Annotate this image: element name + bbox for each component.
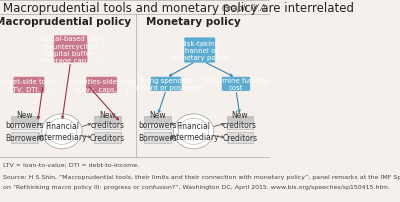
FancyBboxPatch shape	[227, 124, 253, 130]
Ellipse shape	[42, 114, 82, 149]
Text: New
creditors: New creditors	[90, 110, 124, 130]
Text: Borrowers: Borrowers	[5, 134, 44, 143]
Text: Creditors: Creditors	[90, 134, 125, 143]
FancyBboxPatch shape	[144, 133, 171, 144]
Ellipse shape	[174, 114, 214, 149]
Text: Risk-taking
channel of
monetary policy: Risk-taking channel of monetary policy	[171, 41, 228, 61]
FancyBboxPatch shape	[227, 133, 253, 144]
Text: LTV = loan-to-value; DTI = debt-to-income.: LTV = loan-to-value; DTI = debt-to-incom…	[3, 162, 139, 167]
Text: Graph IV.A: Graph IV.A	[222, 4, 266, 13]
Text: Creditors: Creditors	[222, 134, 258, 143]
FancyBboxPatch shape	[94, 124, 121, 130]
FancyBboxPatch shape	[222, 77, 250, 92]
Text: New
borrowers: New borrowers	[5, 110, 44, 130]
FancyBboxPatch shape	[227, 117, 253, 124]
Text: Macroprudential policy: Macroprudential policy	[0, 17, 131, 27]
FancyBboxPatch shape	[144, 124, 171, 130]
FancyBboxPatch shape	[150, 77, 182, 92]
FancyBboxPatch shape	[54, 36, 87, 63]
Text: Source: H S Shin, “Macroprudential tools, their limits and their connection with: Source: H S Shin, “Macroprudential tools…	[3, 174, 400, 179]
FancyBboxPatch shape	[94, 117, 121, 124]
Text: Asset-side tools
(LTV, DTI, ...): Asset-side tools (LTV, DTI, ...)	[2, 79, 56, 92]
Text: New
creditors: New creditors	[223, 110, 257, 130]
Text: Bring spending
forward or postpone: Bring spending forward or postpone	[131, 78, 202, 91]
FancyBboxPatch shape	[144, 117, 171, 124]
Text: Borrowers: Borrowers	[138, 134, 177, 143]
Text: Capital-based tools
(countercyclical
capital buffer,
leverage cap, ...): Capital-based tools (countercyclical cap…	[37, 36, 104, 64]
FancyBboxPatch shape	[94, 133, 121, 144]
Text: Financial
intermediary: Financial intermediary	[37, 122, 87, 142]
Text: New
borrowers: New borrowers	[138, 110, 176, 130]
Text: Financial
intermediary: Financial intermediary	[169, 122, 218, 142]
Ellipse shape	[178, 119, 209, 145]
FancyBboxPatch shape	[11, 133, 38, 144]
FancyBboxPatch shape	[11, 124, 38, 130]
FancyBboxPatch shape	[184, 38, 215, 63]
Text: Liabilities-side tools
(Levy, caps, ...): Liabilities-side tools (Levy, caps, ...)	[67, 79, 136, 92]
Text: on “Rethinking macro policy III: progress or confusion?”, Washington DC, April 2: on “Rethinking macro policy III: progres…	[3, 184, 390, 189]
Text: Monetary policy: Monetary policy	[146, 17, 241, 27]
Text: Determine funding
cost: Determine funding cost	[203, 78, 269, 91]
FancyBboxPatch shape	[86, 77, 117, 94]
FancyBboxPatch shape	[14, 77, 44, 94]
FancyBboxPatch shape	[11, 117, 38, 124]
Text: Macroprudential tools and monetary policy are interrelated: Macroprudential tools and monetary polic…	[3, 2, 354, 15]
Ellipse shape	[47, 119, 77, 145]
